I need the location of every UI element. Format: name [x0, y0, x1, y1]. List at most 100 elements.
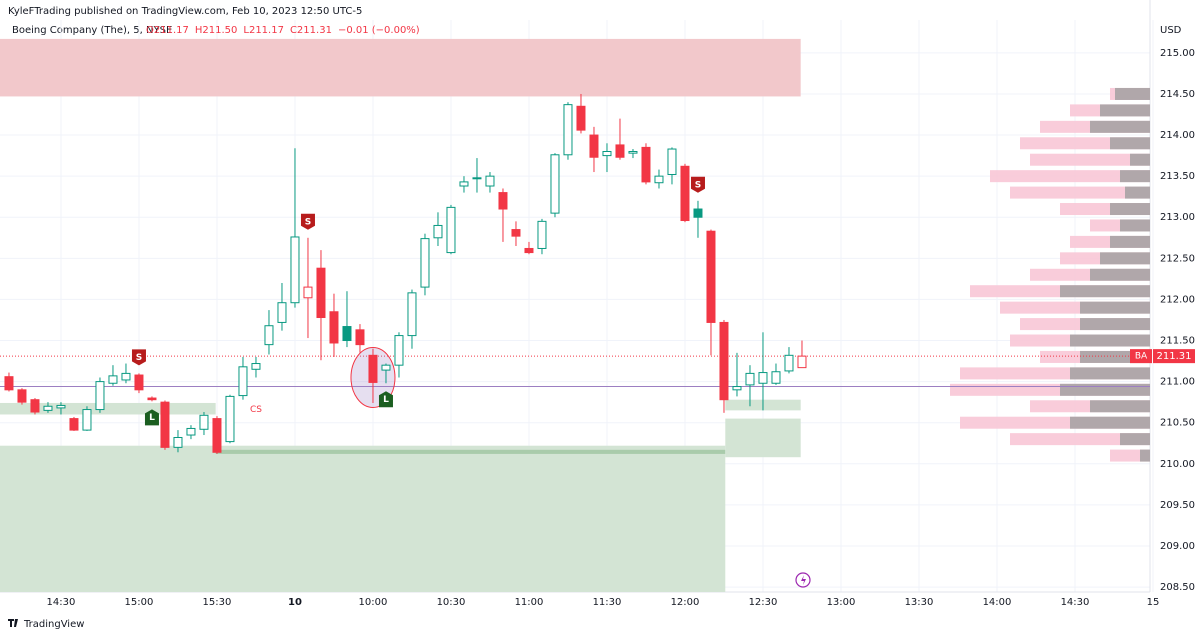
profile-sell	[1100, 252, 1150, 265]
signal-label: S	[305, 217, 311, 227]
profile-sell	[1115, 87, 1150, 100]
y-tick-label: 214.50	[1160, 89, 1195, 100]
candle-body	[69, 418, 79, 431]
candle-body	[290, 236, 300, 304]
profile-total	[990, 170, 1150, 183]
x-tick-label: 13:30	[905, 597, 934, 608]
candle-body	[420, 238, 430, 288]
signal-label: L	[149, 413, 155, 423]
footer: TradingView	[23, 619, 84, 630]
candle-body	[199, 414, 209, 430]
currency: USD	[1160, 25, 1182, 36]
candle-body	[238, 366, 248, 397]
candle-body	[17, 389, 27, 403]
candle-body	[433, 224, 443, 239]
candle-body	[667, 148, 677, 176]
x-tick-label: 10:00	[359, 597, 388, 608]
candle-body	[368, 354, 378, 383]
x-tick-label: 11:00	[515, 597, 544, 608]
candle-body	[82, 409, 92, 431]
candle-body	[277, 302, 287, 323]
profile-sell	[1110, 137, 1150, 150]
candle-body	[706, 230, 716, 323]
candle-body	[732, 386, 742, 391]
annotation: CS	[250, 405, 262, 415]
candle-body	[95, 381, 105, 411]
candle-body	[511, 229, 521, 237]
candle-body	[381, 364, 391, 371]
profile-sell	[1120, 170, 1150, 183]
candle-body	[641, 146, 651, 183]
candle-body	[394, 335, 404, 366]
candle-body	[576, 105, 586, 131]
profile-sell	[1080, 318, 1150, 331]
y-tick-label: 210.50	[1160, 418, 1195, 429]
x-tick-label: 15:30	[203, 597, 232, 608]
y-tick-label: 209.00	[1160, 541, 1195, 552]
zone	[215, 449, 726, 454]
profile-sell	[1090, 400, 1150, 413]
x-tick-label: 11:30	[593, 597, 622, 608]
candle-body	[563, 104, 573, 156]
candle-body	[628, 150, 638, 154]
candle-body	[537, 220, 547, 249]
candle-body	[43, 405, 53, 411]
candle-body	[446, 206, 456, 254]
price-tag	[1153, 349, 1195, 364]
candle-body	[654, 175, 664, 184]
x-tick-label: 14:30	[47, 597, 76, 608]
candle-body	[589, 134, 599, 158]
candle-body	[251, 363, 261, 370]
candle-body	[121, 372, 131, 381]
candle-body	[498, 192, 508, 210]
candle-body	[212, 418, 222, 453]
candle-body	[4, 376, 14, 391]
candle-body	[264, 325, 274, 346]
profile-sell	[1120, 219, 1150, 232]
candle-body	[459, 181, 469, 187]
candle-body	[56, 404, 66, 409]
profile-sell	[1070, 367, 1150, 380]
profile-sell	[1140, 449, 1150, 462]
candle-body	[680, 165, 690, 222]
symbol: Boeing Company (The), 5, NYSE	[12, 25, 172, 36]
y-tick-label: 213.00	[1160, 212, 1195, 223]
profile-sell	[1130, 153, 1150, 166]
y-tick-label: 212.00	[1160, 294, 1195, 305]
signal-marker	[690, 176, 705, 193]
y-tick-label: 215.00	[1160, 48, 1195, 59]
candle-body	[355, 329, 365, 346]
profile-sell	[1070, 416, 1150, 429]
replay-icon	[795, 572, 811, 588]
ticker: BA	[1135, 352, 1148, 362]
signal-label: L	[383, 395, 389, 405]
ohlc-label: H211.50	[195, 25, 238, 36]
candle-body	[784, 354, 794, 372]
profile-sell	[1090, 268, 1150, 281]
profile-sell	[1120, 433, 1150, 446]
signal-marker	[144, 409, 159, 426]
x-tick-label: 14:30	[1061, 597, 1090, 608]
candle-body	[524, 247, 534, 254]
replay-icon	[801, 575, 806, 585]
signal-marker	[300, 213, 315, 230]
profile-total	[1010, 433, 1150, 446]
candle-body	[693, 208, 703, 218]
ohlc-label: L211.17	[243, 25, 284, 36]
ohlc-label: −0.01 (−0.00%)	[338, 25, 420, 36]
y-tick-label: 212.50	[1160, 253, 1195, 264]
y-tick-label: 209.50	[1160, 500, 1195, 511]
candle-body	[30, 399, 40, 413]
candle-body	[303, 286, 313, 299]
zone	[0, 38, 801, 97]
candle-body	[758, 372, 768, 384]
x-tick-label: 12:00	[671, 597, 700, 608]
x-tick-label: 10:30	[437, 597, 466, 608]
signal-label: S	[695, 180, 701, 190]
signal-label: S	[136, 353, 142, 363]
x-tick-label: 15:00	[125, 597, 154, 608]
candle-body	[615, 144, 625, 158]
zone	[0, 402, 216, 415]
candle-body	[485, 175, 495, 187]
